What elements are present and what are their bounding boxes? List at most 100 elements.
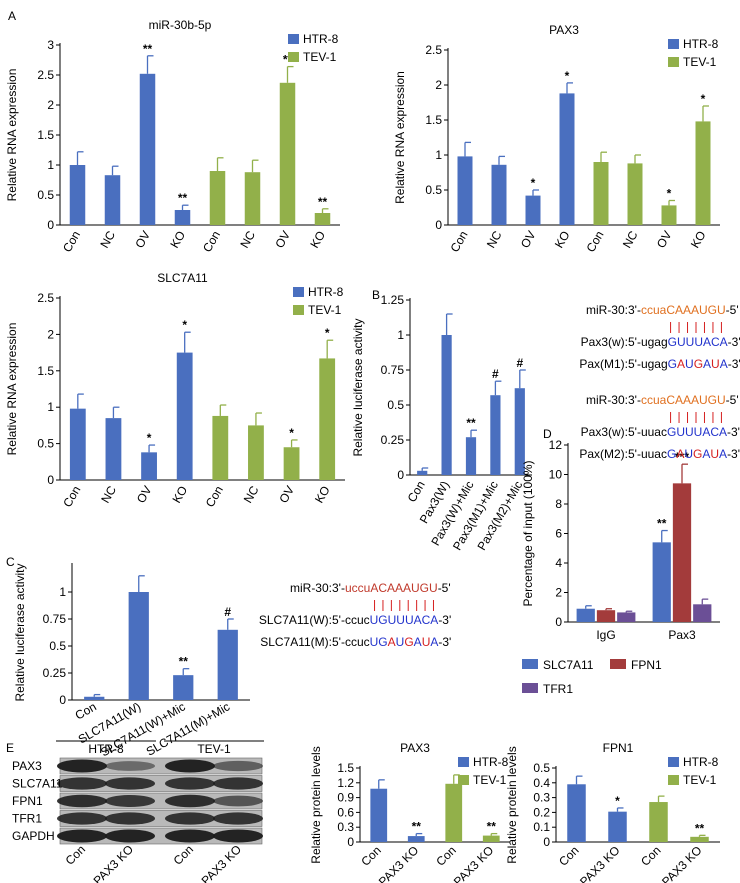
sequence-part: -3' [728, 335, 740, 349]
error-bar [138, 575, 145, 592]
bar [319, 358, 336, 480]
x-tick-label: Con [73, 699, 99, 722]
legend-label: TEV-1 [303, 50, 337, 64]
row-label: FPN1 [12, 794, 43, 808]
bar [457, 156, 473, 225]
significance-label: *** [675, 450, 689, 464]
error-bar [566, 82, 573, 94]
bar [559, 93, 575, 226]
bar [482, 835, 500, 842]
bar [490, 395, 501, 475]
sequence-part: -3' [438, 635, 451, 649]
blot-band [165, 794, 215, 808]
blot-band [57, 794, 107, 808]
sequence-part: U [685, 357, 694, 371]
x-tick-label: OV [276, 484, 297, 506]
bar [514, 388, 525, 475]
y-axis-label: Relative RNA expression [5, 69, 19, 202]
legend-label: TEV-1 [308, 303, 342, 317]
x-tick-label: Con [405, 479, 428, 505]
sequence-part: 3'- [332, 581, 345, 595]
sequence-part: GUUUACA [668, 335, 728, 349]
y-tick-label: 0.5 [37, 437, 54, 451]
error-bar [111, 165, 119, 176]
blot-band [105, 795, 155, 807]
y-tick-label: 0 [47, 218, 54, 232]
bar [314, 213, 331, 225]
error-bar [575, 775, 583, 785]
sequence-part: -3' [727, 425, 740, 439]
y-axis-label: Relative luciferase activity [351, 318, 365, 456]
error-bar [445, 313, 453, 335]
sequence-label: Pax3(w): [581, 335, 628, 349]
x-tick-label: NC [97, 228, 118, 250]
x-tick-label: PAX3 KO [577, 843, 623, 883]
x-tick-label: Con [433, 843, 458, 868]
legend-label: HTR-8 [303, 32, 339, 46]
bar [209, 171, 226, 225]
blot-band [105, 777, 155, 790]
bar [69, 408, 86, 480]
error-bar [600, 151, 607, 162]
legend-label: SLC7A11 [543, 658, 594, 672]
x-tick-label: Con [203, 484, 226, 510]
chart-title: miR-30b-5p [149, 18, 212, 32]
blot-band [213, 777, 263, 790]
bar [174, 210, 191, 225]
bar [128, 592, 149, 700]
sequence-part: ACAAAUGU [370, 581, 437, 595]
x-tick-label: OV [654, 229, 675, 251]
panel-letter: C [6, 555, 15, 569]
error-bar [146, 55, 154, 74]
sequence-part: -5' [438, 581, 451, 595]
sequence-part: -3' [728, 357, 740, 371]
sequence-part: UG [370, 635, 388, 649]
y-tick-label: 2.5 [37, 68, 54, 82]
error-bar [378, 779, 385, 789]
sequence-label: miR-30: [586, 393, 628, 407]
x-tick-label: Con [358, 843, 383, 868]
sequence-part: GUUUACA [667, 425, 727, 439]
blot-band [105, 761, 155, 771]
sequence-part: CAAAUGU [666, 393, 725, 407]
sequence-part: -3' [438, 613, 451, 627]
sequence-part: 5'-ccuc [332, 635, 370, 649]
bar [441, 335, 452, 475]
sequence-part: A [702, 447, 710, 461]
y-tick-label: 0 [435, 218, 442, 232]
sequence-part: ccua [641, 303, 667, 317]
x-tick-label: PAX3 KO [376, 843, 422, 883]
x-tick-label: NC [620, 228, 641, 250]
y-tick-label: 0 [347, 835, 354, 849]
legend-label: TEV-1 [473, 773, 507, 787]
error-bar [464, 141, 471, 157]
y-tick-label: 0.1 [533, 820, 550, 834]
error-bar [494, 380, 502, 396]
significance-label: ** [412, 820, 422, 834]
x-tick-label: Pax3 [668, 628, 696, 642]
sequence-part: A [703, 357, 711, 371]
legend-swatch [293, 287, 304, 297]
bar [627, 163, 643, 225]
bar [212, 415, 229, 480]
y-tick-label: 8 [555, 497, 562, 511]
sequence-part: U [684, 447, 693, 461]
x-tick-label: Con [556, 843, 581, 868]
bar [279, 82, 296, 225]
x-tick-label: OV [272, 229, 293, 251]
significance-label: * [531, 176, 536, 190]
sequence-part: A [414, 635, 422, 649]
significance-label: * [147, 431, 152, 445]
y-tick-label: 0.5 [387, 398, 404, 412]
bar [141, 452, 157, 480]
error-bar [634, 154, 641, 164]
sequence: 3'-uccuACAAAUGU-5' [332, 581, 451, 595]
blot-band [213, 760, 263, 772]
y-tick-label: 0.2 [533, 805, 550, 819]
bar [661, 205, 677, 225]
y-tick-label: 0.9 [337, 791, 354, 805]
chart-title: SLC7A11 [157, 271, 208, 285]
y-tick-label: 2 [555, 586, 562, 600]
bar [593, 162, 609, 225]
